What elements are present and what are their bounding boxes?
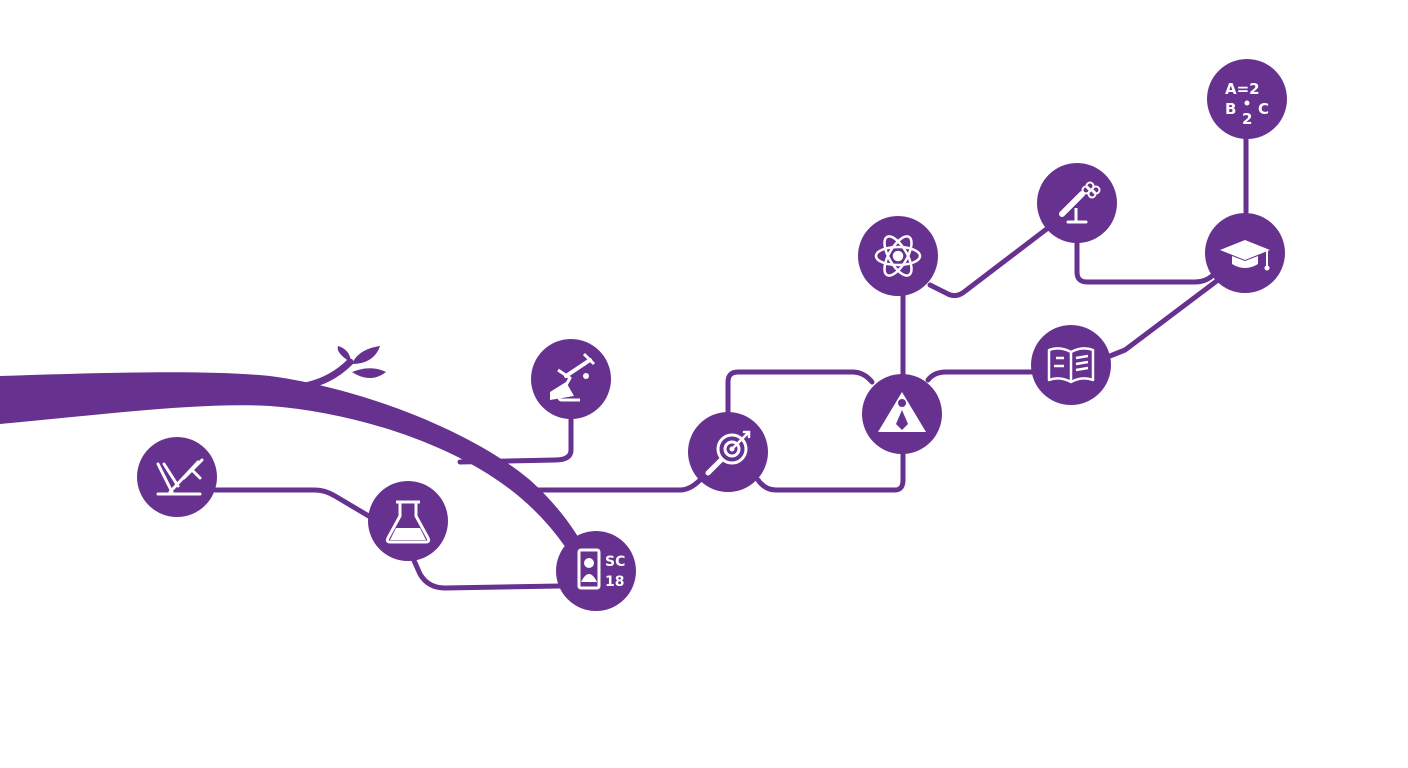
leaf-icon [352,346,380,364]
connector-n6-n9 [925,369,1036,383]
equation-text-b: B [1225,100,1236,118]
chemistry-experiment-icon [550,352,596,402]
equation-text-2: 2 [1242,110,1252,128]
equation-text-line1: A=2 [1225,80,1260,98]
id-card-text-line1: SC [605,554,625,570]
node-atom[interactable] [858,216,938,296]
connector-lines [212,133,1249,591]
open-book-icon [1047,347,1095,384]
connector-n2-n4 [409,553,563,591]
microscope-icon [1059,181,1101,224]
connector-n1-n2 [212,487,375,521]
node-magnifier-target[interactable] [688,412,768,492]
atom-icon [874,235,922,277]
student-id-card-icon [577,548,601,590]
graduation-cap-icon [1220,240,1270,271]
leaf-icon [337,346,351,362]
node-graduation-cap[interactable] [1205,213,1285,293]
connector-branch-n5 [517,477,703,493]
equation-text-c: C [1258,100,1269,118]
node-microscope[interactable] [1037,163,1117,243]
connector-n3-branch [457,415,574,465]
leaf-icon [352,368,386,378]
node-open-book[interactable] [1031,325,1111,405]
node-flask[interactable] [368,481,448,561]
node-drafting-tools[interactable] [137,437,217,517]
magnifier-target-icon [705,430,751,476]
node-equation[interactable]: A=2 B 2 C [1207,59,1287,139]
connector-n5-n6-top [725,369,875,415]
connector-n7-n8 [927,225,1051,299]
flask-icon [385,500,431,544]
node-triangle-figure[interactable] [862,374,942,454]
drafting-tools-icon [156,458,204,496]
connector-n8-n10 [1074,237,1215,285]
triangle-figure-icon [878,392,926,432]
connector-n5-n6-bottom [755,449,906,493]
connector-n9-n10 [1107,277,1221,359]
tree-branch [0,346,580,548]
equation-icon: A=2 B 2 C [1225,80,1269,128]
node-student-id[interactable]: SC 18 [556,531,636,611]
id-card-text-line2: 18 [605,574,624,590]
node-chemistry-experiment[interactable] [531,339,611,419]
